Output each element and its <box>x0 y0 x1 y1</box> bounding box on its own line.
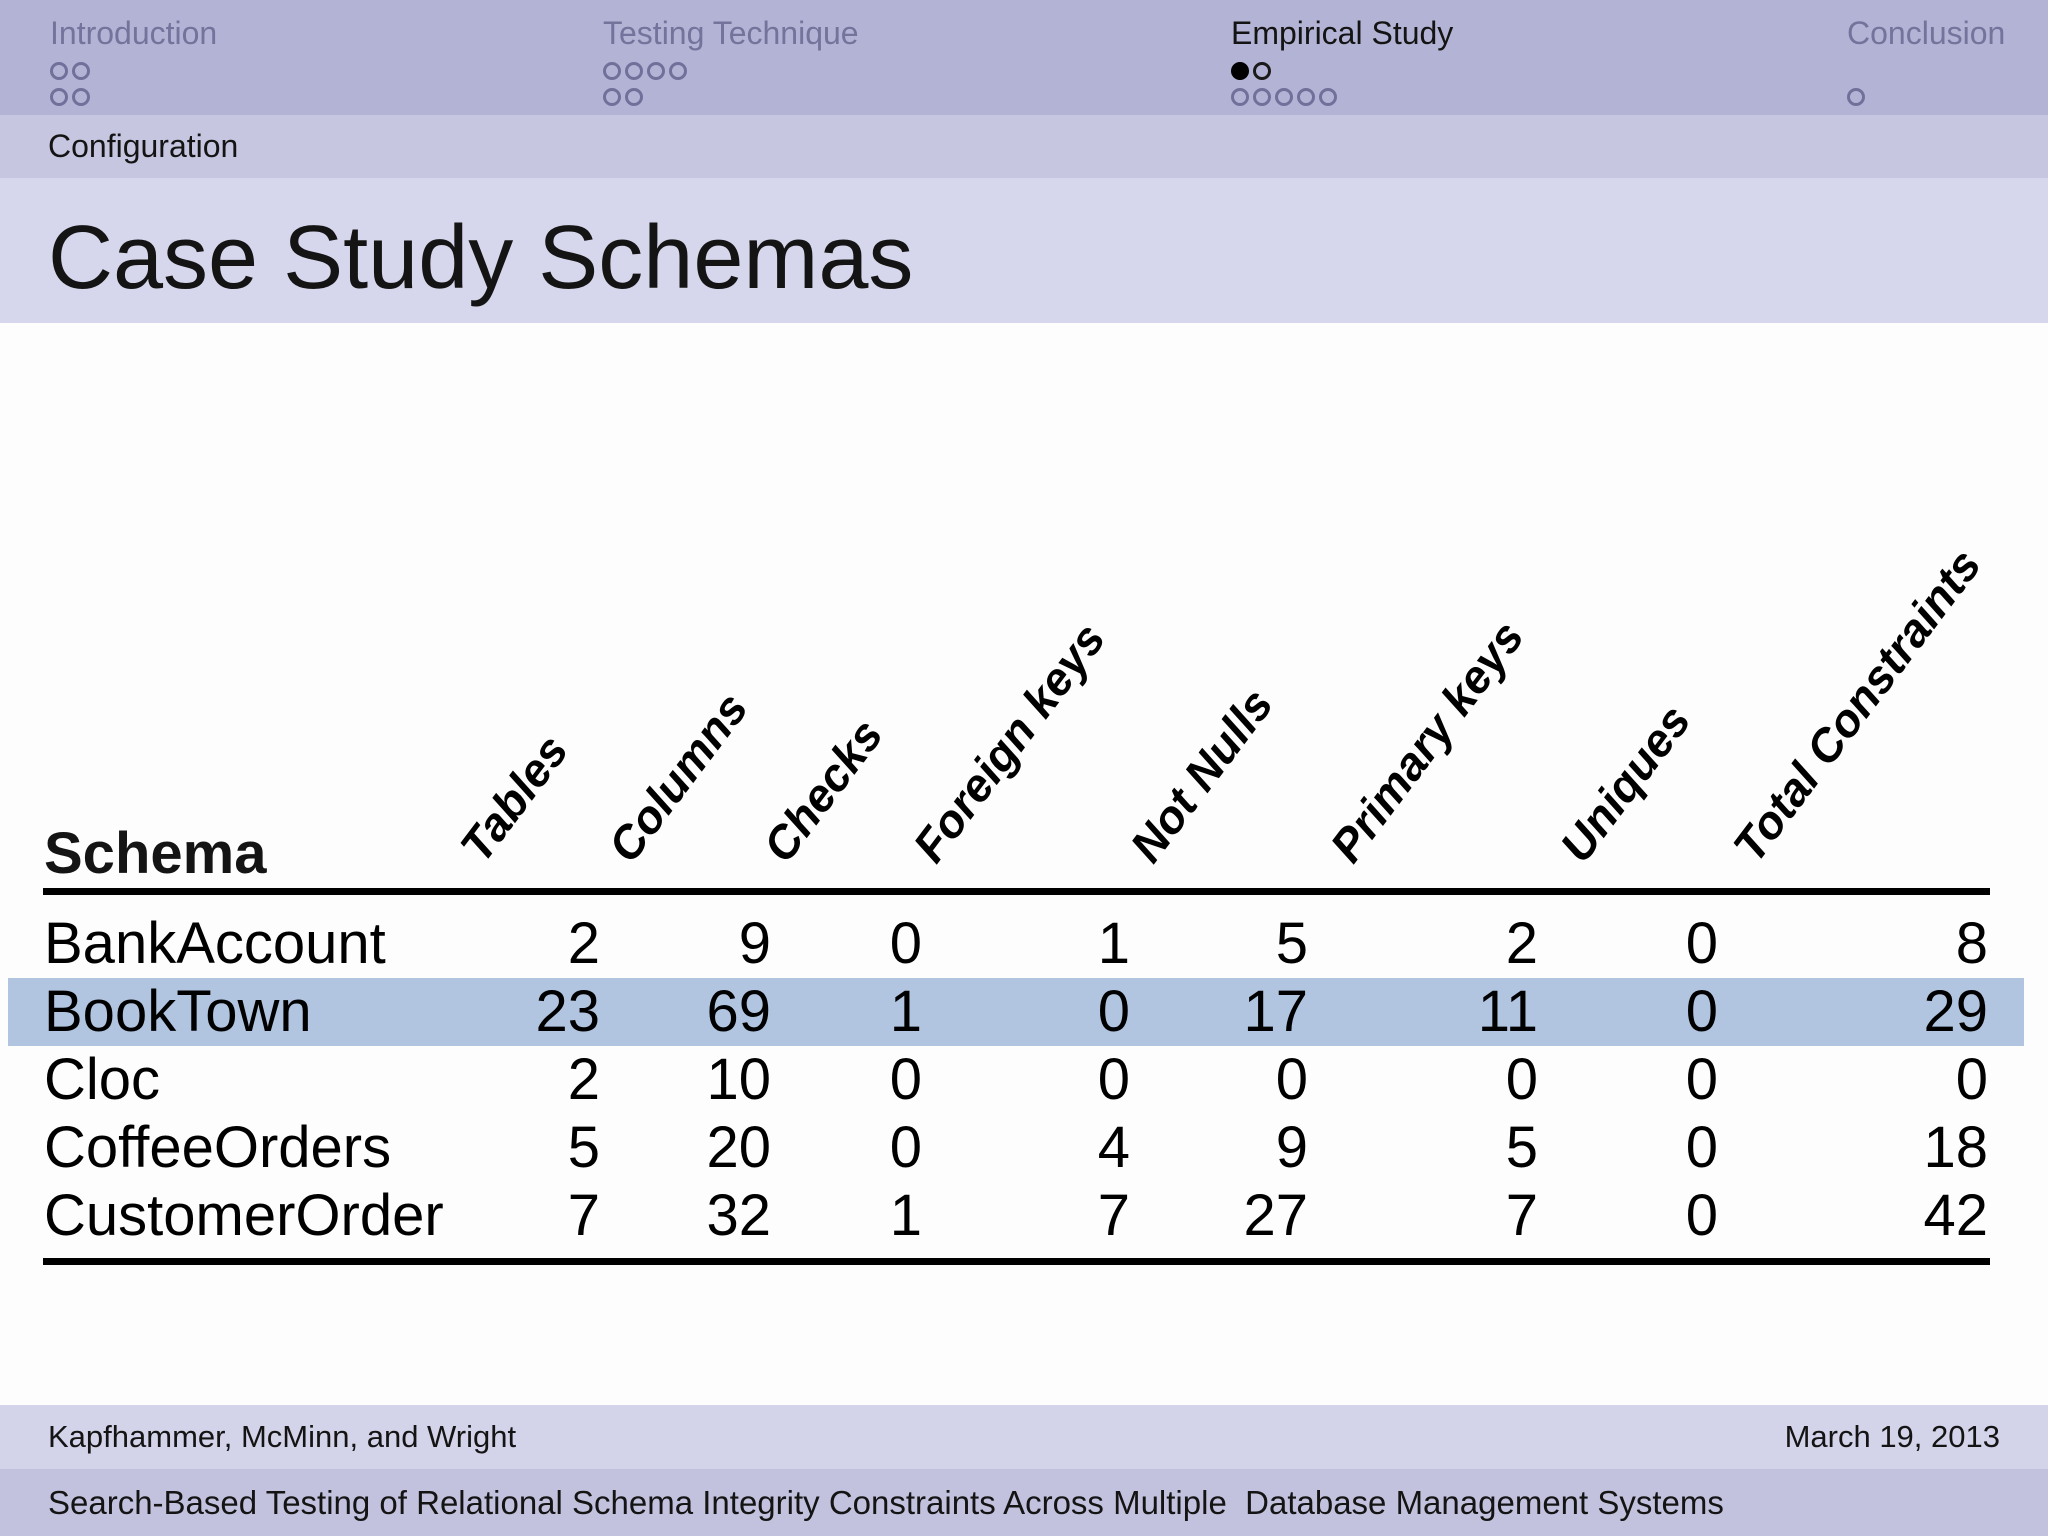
authors-text: Kapfhammer, McMinn, and Wright <box>48 1419 517 1454</box>
cell-primary-keys: 2 <box>1505 911 1538 976</box>
slide-dot-off[interactable] <box>603 88 621 106</box>
cell-tables: 2 <box>567 1047 600 1112</box>
slide-dots-row[interactable] <box>603 88 643 106</box>
slide-dots-row[interactable] <box>1231 62 1271 80</box>
cell-tables: 7 <box>567 1183 600 1248</box>
footer-authors-bar: Kapfhammer, McMinn, and Wright March 19,… <box>0 1405 2048 1469</box>
highlighted-row-background <box>8 978 2024 1046</box>
cell-uniques: 0 <box>1685 979 1718 1044</box>
slide-dot-off[interactable] <box>603 62 621 80</box>
schema-name: CustomerOrder <box>44 1183 444 1248</box>
date-text: March 19, 2013 <box>1784 1419 2000 1454</box>
cell-uniques: 0 <box>1685 1183 1718 1248</box>
nav-section-label[interactable]: Introduction <box>50 15 218 51</box>
slide-dot-off[interactable] <box>625 88 643 106</box>
cell-not-nulls: 5 <box>1275 911 1308 976</box>
paper-title-text: Search-Based Testing of Relational Schem… <box>48 1484 1724 1521</box>
cell-primary-keys: 7 <box>1505 1183 1538 1248</box>
cell-checks: 1 <box>889 1183 922 1248</box>
cell-columns: 69 <box>706 979 771 1044</box>
cell-primary-keys: 5 <box>1505 1115 1538 1180</box>
table-row-highlighted: BookTown 23 69 1 0 17 11 0 29 <box>0 978 2048 1046</box>
cell-uniques: 0 <box>1685 1047 1718 1112</box>
slide-dot-off[interactable] <box>72 62 90 80</box>
schema-name: BookTown <box>44 979 312 1044</box>
cell-total-constraints: 8 <box>1955 911 1988 976</box>
slide-dot-off[interactable] <box>50 62 68 80</box>
slide-dots-row[interactable] <box>1847 88 1865 106</box>
table-top-rule <box>43 888 1990 895</box>
cell-checks: 0 <box>889 1115 922 1180</box>
cell-not-nulls: 17 <box>1243 979 1308 1044</box>
nav-section-label[interactable]: Empirical Study <box>1231 15 1454 51</box>
cell-checks: 1 <box>889 979 922 1044</box>
slide-dot-current[interactable] <box>1231 62 1249 80</box>
table-row: CustomerOrder 7 32 1 7 27 7 0 42 <box>0 1182 2048 1250</box>
slide-dot-off[interactable] <box>50 88 68 106</box>
cell-columns: 20 <box>706 1115 771 1180</box>
cell-columns: 32 <box>706 1183 771 1248</box>
schema-name: CoffeeOrders <box>44 1115 392 1180</box>
cell-foreign-keys: 7 <box>1097 1183 1130 1248</box>
cell-tables: 23 <box>535 979 600 1044</box>
cell-tables: 5 <box>567 1115 600 1180</box>
cell-uniques: 0 <box>1685 1115 1718 1180</box>
slide-dot-off[interactable] <box>1275 88 1293 106</box>
slide-dot-off[interactable] <box>1231 88 1249 106</box>
schema-column-header: Schema <box>44 821 267 886</box>
cell-tables: 2 <box>567 911 600 976</box>
slide-dot-off[interactable] <box>1847 88 1865 106</box>
schema-name: Cloc <box>44 1047 161 1112</box>
cell-primary-keys: 0 <box>1505 1047 1538 1112</box>
table-row: BankAccount 2 9 0 1 5 2 0 8 <box>0 910 2048 978</box>
cell-total-constraints: 42 <box>1923 1183 1988 1248</box>
page-title: Case Study Schemas <box>48 208 914 308</box>
nav-bar: Introduction Testing Technique Empirical… <box>0 0 2048 115</box>
slide-dot-off[interactable] <box>72 88 90 106</box>
table-row: Cloc 2 10 0 0 0 0 0 0 <box>0 1046 2048 1114</box>
table-bottom-rule <box>43 1258 1990 1265</box>
slide-dot-off[interactable] <box>1297 88 1315 106</box>
cell-foreign-keys: 0 <box>1097 979 1130 1044</box>
slide-dots-row[interactable] <box>50 62 90 80</box>
slide-dot-off[interactable] <box>669 62 687 80</box>
cell-total-constraints: 18 <box>1923 1115 1988 1180</box>
slide-dot-off[interactable] <box>647 62 665 80</box>
slide-dot-off[interactable] <box>1253 88 1271 106</box>
footer-paper-bar: Search-Based Testing of Relational Schem… <box>0 1469 2048 1536</box>
slide-dots-row[interactable] <box>1231 88 1337 106</box>
slide-dots-row[interactable] <box>50 88 90 106</box>
subsection-bar: Configuration <box>0 115 2048 178</box>
cell-foreign-keys: 1 <box>1097 911 1130 976</box>
cell-columns: 9 <box>738 911 771 976</box>
cell-not-nulls: 0 <box>1275 1047 1308 1112</box>
table-row: CoffeeOrders 5 20 0 4 9 5 0 18 <box>0 1114 2048 1182</box>
cell-columns: 10 <box>706 1047 771 1112</box>
cell-not-nulls: 27 <box>1243 1183 1308 1248</box>
cell-checks: 0 <box>889 1047 922 1112</box>
slide-dot-off[interactable] <box>625 62 643 80</box>
cell-uniques: 0 <box>1685 911 1718 976</box>
slide-dots-row[interactable] <box>603 62 687 80</box>
nav-section-label[interactable]: Testing Technique <box>603 15 859 51</box>
nav-section-label[interactable]: Conclusion <box>1847 15 2006 51</box>
cell-primary-keys: 11 <box>1477 979 1538 1044</box>
slide-dot-off[interactable] <box>1319 88 1337 106</box>
cell-total-constraints: 0 <box>1955 1047 1988 1112</box>
cell-foreign-keys: 0 <box>1097 1047 1130 1112</box>
cell-foreign-keys: 4 <box>1097 1115 1130 1180</box>
cell-not-nulls: 9 <box>1275 1115 1308 1180</box>
cell-total-constraints: 29 <box>1923 979 1988 1044</box>
slide-dot-todo[interactable] <box>1253 62 1271 80</box>
subsection-label: Configuration <box>48 128 239 164</box>
title-bar: Case Study Schemas <box>0 178 2048 323</box>
cell-checks: 0 <box>889 911 922 976</box>
schema-name: BankAccount <box>44 911 386 976</box>
